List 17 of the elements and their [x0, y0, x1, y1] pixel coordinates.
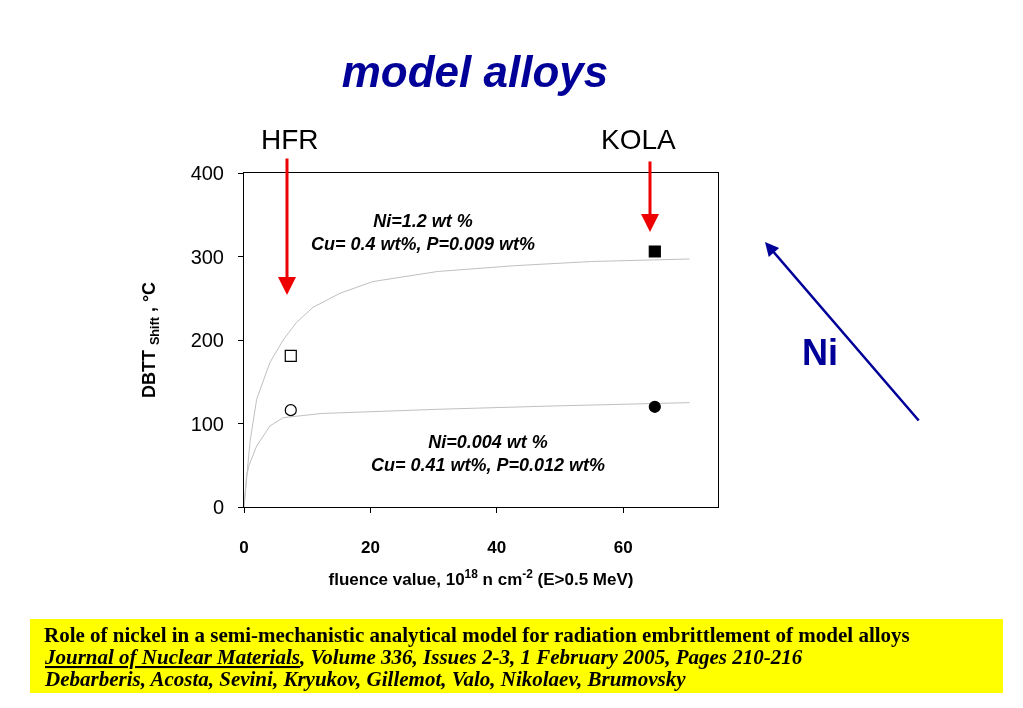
y-tick-label: 0	[212, 496, 224, 518]
y-tick-label: 400	[190, 162, 224, 184]
x-tick-label: 0	[239, 538, 249, 558]
x-tick-label: 20	[360, 538, 380, 558]
text: Role of nickel in a semi-mechanistic analytical model for radiation embrittlement of model alloys Journal of Nuclear Materials, Volume 336, Issues 2-3, 1 February 2005, Pages 210-216 Debarberis, Acosta, Sevini, Kryukov, Gillemot, Valo, Nikolaev, Brumovsky	[44, 623, 910, 691]
text: KOLA	[601, 124, 677, 155]
chart-title: model alloys	[341, 47, 609, 97]
x-axis-title: fluence value, 10$^{18}$ n cm$^{-2}$ (E>0.5 MeV)	[328, 566, 634, 589]
y-tick-label: 100	[190, 412, 224, 435]
y-tick-label: 300	[190, 245, 224, 268]
text: Ni	[802, 332, 838, 373]
text: HFR	[261, 124, 319, 155]
x-tick-label: 60	[613, 538, 633, 558]
y-tick-label: 200	[190, 329, 224, 351]
annotation: Ni=1.2 wt % Cu= 0.4 wt%, P=0.009 wt%	[311, 211, 536, 255]
x-tick-label: 40	[487, 538, 507, 558]
annotation: Ni=0.004 wt % Cu= 0.41 wt%, P=0.012 wt%	[371, 432, 606, 476]
